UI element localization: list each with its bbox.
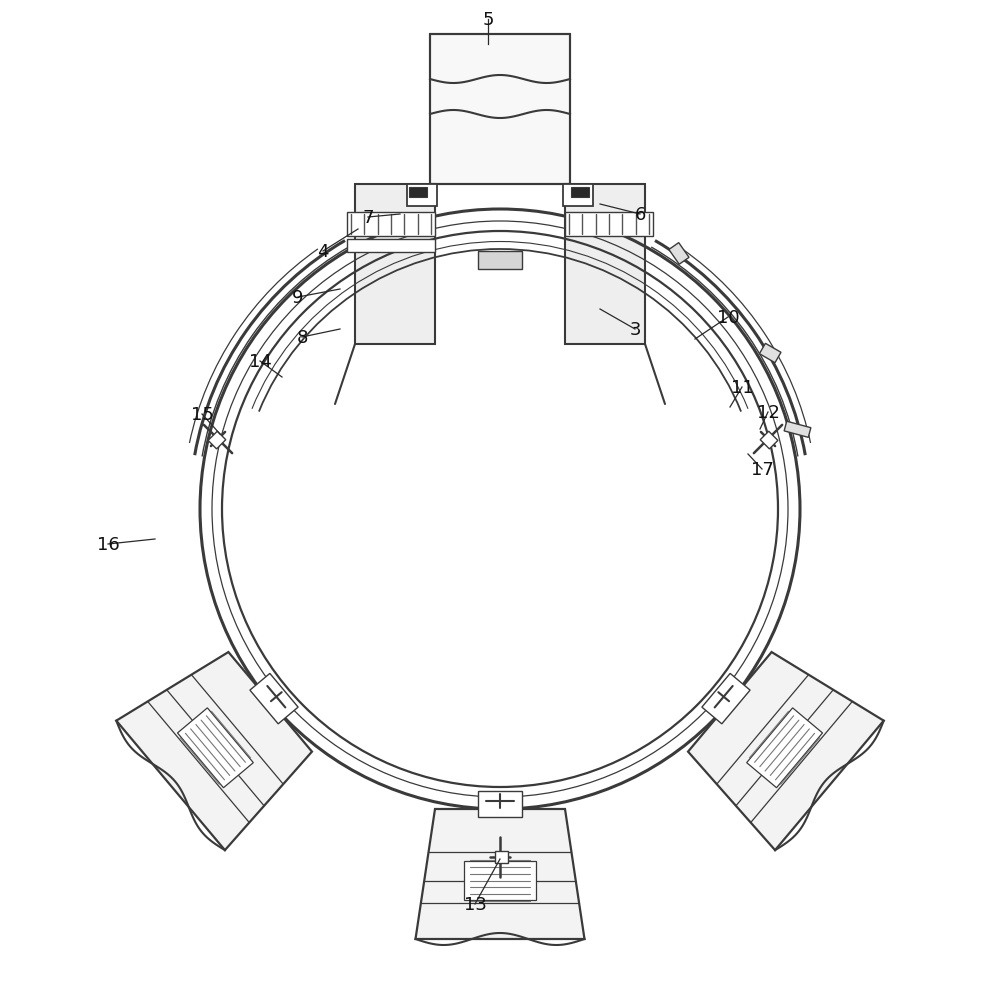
Polygon shape — [250, 674, 298, 724]
Polygon shape — [565, 185, 645, 345]
Text: 10: 10 — [717, 309, 739, 327]
Bar — [347, 240, 435, 252]
Bar — [347, 213, 435, 237]
Text: 11: 11 — [731, 379, 753, 397]
Polygon shape — [208, 431, 226, 449]
Polygon shape — [669, 244, 689, 265]
Polygon shape — [702, 674, 750, 724]
Bar — [571, 188, 589, 198]
Text: 4: 4 — [317, 243, 329, 260]
Polygon shape — [478, 791, 522, 817]
Text: 17: 17 — [751, 460, 773, 478]
Text: 3: 3 — [629, 321, 641, 339]
Text: 9: 9 — [292, 288, 304, 307]
Polygon shape — [177, 708, 253, 788]
Text: 8: 8 — [296, 329, 308, 347]
Text: 16: 16 — [97, 536, 119, 554]
Bar — [407, 185, 437, 207]
Polygon shape — [759, 344, 781, 364]
Text: 12: 12 — [757, 404, 779, 421]
Bar — [563, 185, 593, 207]
Polygon shape — [116, 652, 312, 850]
Text: 5: 5 — [482, 11, 494, 29]
Polygon shape — [464, 861, 536, 901]
Polygon shape — [688, 652, 884, 850]
Bar — [409, 188, 427, 198]
Text: 13: 13 — [464, 896, 486, 913]
Polygon shape — [416, 809, 584, 939]
Bar — [478, 251, 522, 269]
Bar — [565, 213, 653, 237]
Polygon shape — [747, 708, 823, 788]
Polygon shape — [355, 185, 435, 345]
Polygon shape — [430, 35, 570, 185]
Polygon shape — [784, 421, 811, 438]
Text: 15: 15 — [191, 406, 213, 423]
Text: 7: 7 — [362, 209, 374, 227]
Polygon shape — [495, 851, 508, 863]
Text: 6: 6 — [634, 206, 646, 224]
Text: 14: 14 — [249, 353, 271, 371]
Polygon shape — [760, 431, 778, 449]
